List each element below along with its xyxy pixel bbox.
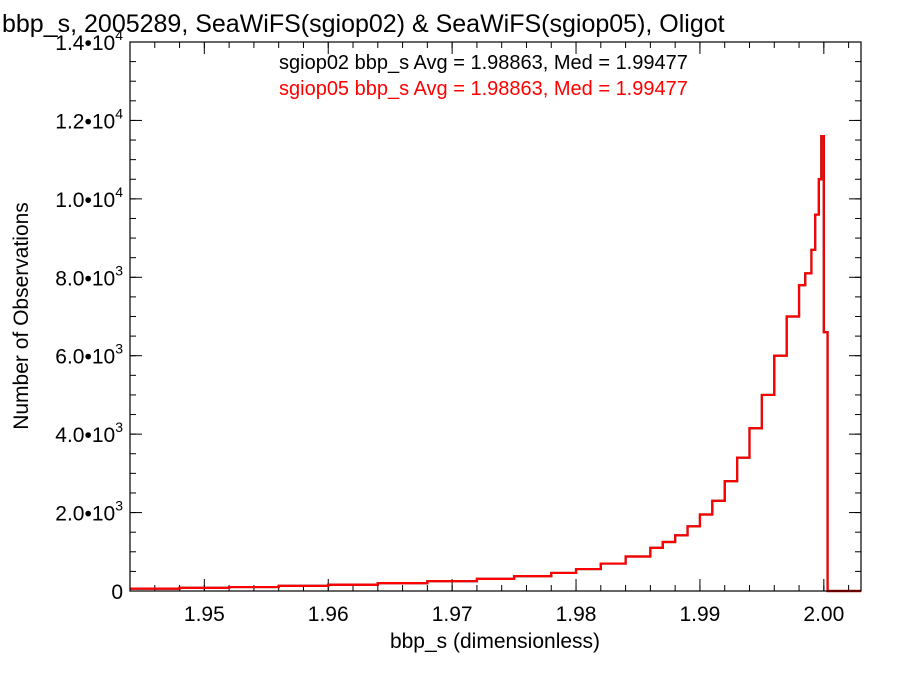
x-tick-label: 1.96	[308, 603, 349, 626]
annotation-sgiop05: sgiop05 bbp_s Avg = 1.98863, Med = 1.994…	[279, 78, 688, 100]
y-tick-label: 2.0•103	[55, 498, 123, 526]
histogram-series-0	[130, 135, 861, 593]
annotation-sgiop02: sgiop02 bbp_s Avg = 1.98863, Med = 1.994…	[279, 52, 688, 74]
y-tick-label: 1.4•104	[55, 27, 123, 55]
y-tick-label: 4.0•103	[55, 419, 123, 447]
y-tick-label: 0	[111, 581, 123, 604]
x-tick-label: 1.97	[432, 603, 473, 626]
x-axis-label: bbp_s (dimensionless)	[390, 630, 600, 653]
y-axis-label: Number of Observations	[10, 202, 33, 430]
x-tick-label: 1.98	[556, 603, 597, 626]
y-tick-label: 6.0•103	[55, 341, 123, 369]
x-tick-label: 2.00	[803, 603, 844, 626]
series-layer	[130, 135, 861, 593]
y-tick-label: 1.0•104	[55, 184, 123, 212]
histogram-series-1	[130, 135, 861, 593]
x-tick-label: 1.95	[184, 603, 225, 626]
x-tick-label: 1.99	[679, 603, 720, 626]
tick-layer: 1.95 1.96 1.97 1.98 1.99 2.00 0 2.0•103 4.0•103 6…	[55, 27, 861, 626]
y-tick-label: 8.0•103	[55, 262, 123, 290]
plot-frame	[129, 41, 862, 592]
y-tick-label: 1.2•104	[55, 105, 123, 133]
chart-title: bbp_s, 2005289, SeaWiFS(sgiop02) & SeaWi…	[2, 10, 725, 38]
